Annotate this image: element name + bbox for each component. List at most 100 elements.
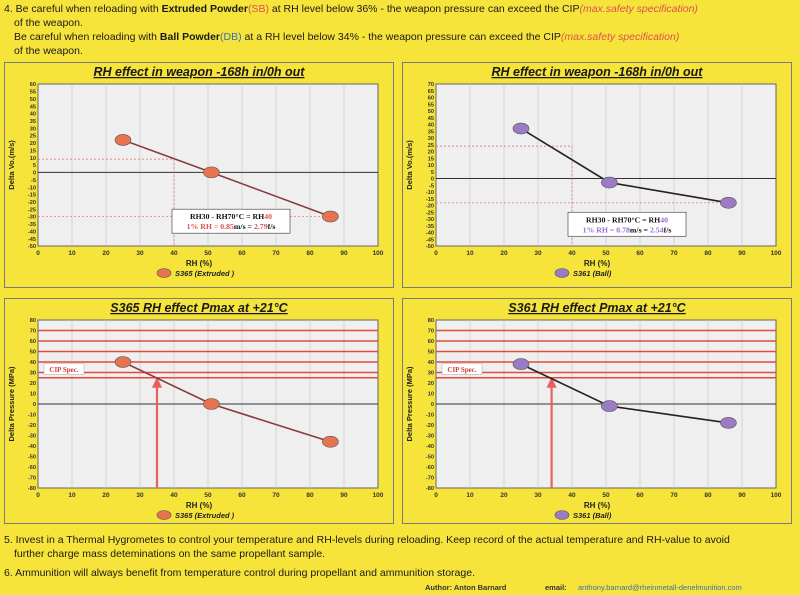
x-tick-label: 0 bbox=[36, 250, 40, 257]
annotation-line2-vo-ball: 1% RH = 0.78m/s = 2.54f/s bbox=[583, 225, 672, 234]
author-credit: Author: Anton Barnard bbox=[425, 583, 507, 592]
y-tick-label: 40 bbox=[30, 112, 36, 118]
y-tick-label: 10 bbox=[30, 392, 36, 398]
y-tick-label: -45 bbox=[28, 237, 36, 243]
email-link[interactable]: anthony.barnard@rheinmetall-denelmunitio… bbox=[578, 583, 742, 592]
x-tick-label: 90 bbox=[340, 250, 348, 257]
x-tick-label: 60 bbox=[238, 250, 246, 257]
annotation-rh-text: RH30 - RH70°C = RH bbox=[190, 212, 264, 221]
x-tick-label: 20 bbox=[500, 250, 508, 257]
y-tick-label: -50 bbox=[28, 244, 36, 250]
x-tick-label: 90 bbox=[738, 492, 746, 499]
x-tick-label: 70 bbox=[272, 250, 280, 257]
y-tick-label: 20 bbox=[30, 141, 36, 147]
annotation-fps-unit: f/s bbox=[664, 225, 672, 234]
data-point-pmax-extruded bbox=[114, 356, 132, 368]
y-tick-label: 0 bbox=[431, 177, 434, 183]
data-point-pmax-ball bbox=[720, 417, 737, 429]
y-tick-label: -5 bbox=[429, 183, 434, 189]
annotation-fps-unit: f/s bbox=[268, 222, 276, 231]
y-tick-label: 45 bbox=[428, 116, 434, 122]
y-tick-label: 60 bbox=[30, 339, 36, 345]
note-ball-code: (DB) bbox=[220, 31, 242, 43]
y-tick-label: -10 bbox=[426, 190, 434, 196]
data-point-pmax-ball bbox=[512, 358, 530, 370]
note-ball-mid: at a RH level below 34% - the weapon pre… bbox=[241, 31, 561, 43]
data-point-vo-extruded bbox=[203, 166, 220, 179]
y-tick-label: -40 bbox=[28, 444, 36, 450]
y-tick-label: 40 bbox=[428, 360, 434, 366]
note-4-spec: (max.safety specification) bbox=[579, 3, 698, 15]
chart-panel-pmax-ball: S361 RH effect Pmax at +21°C 0 10 20 30 40 50 6… bbox=[402, 298, 792, 524]
annotation-pct: 1% RH = bbox=[583, 225, 617, 234]
cip-label-pmax-extruded: CIP Spec. bbox=[49, 366, 78, 374]
x-tick-label: 50 bbox=[602, 492, 610, 499]
x-tick-label: 0 bbox=[434, 492, 438, 499]
y-tick-label: 25 bbox=[428, 143, 434, 149]
chart-svg-vo-ball: RH effect in weapon -168h in/0h out 0 10 20… bbox=[402, 62, 792, 288]
y-tick-label: 30 bbox=[30, 371, 36, 377]
x-tick-label: 20 bbox=[102, 250, 110, 257]
x-tick-label: 80 bbox=[306, 492, 314, 499]
y-tick-label: -5 bbox=[31, 178, 36, 184]
y-tick-label: 50 bbox=[30, 97, 36, 103]
y-tick-label: -80 bbox=[28, 486, 36, 492]
y-tick-label: 60 bbox=[428, 339, 434, 345]
note-5-line1: 5. Invest in a Thermal Hygrometes to con… bbox=[4, 534, 730, 546]
x-tick-label: 90 bbox=[340, 492, 348, 499]
y-tick-label: -15 bbox=[426, 197, 434, 203]
x-tick-label: 40 bbox=[568, 492, 576, 499]
legend-marker-pmax-ball bbox=[554, 510, 570, 520]
note-4-line2: of the weapon. bbox=[14, 17, 83, 29]
annotation-line1-vo-extruded: RH30 - RH70°C = RH40 bbox=[190, 212, 272, 221]
y-tick-label: -35 bbox=[426, 224, 434, 230]
y-tick-label: -20 bbox=[28, 423, 36, 429]
legend-label-vo-ball: S361 (Ball) bbox=[573, 269, 612, 278]
y-tick-label: -30 bbox=[426, 217, 434, 223]
x-tick-label: 10 bbox=[466, 250, 474, 257]
y-tick-label: -70 bbox=[426, 476, 434, 482]
y-tick-label: -20 bbox=[426, 204, 434, 210]
note-4-code: (SB) bbox=[247, 3, 269, 15]
y-axis-label-vo-extruded: Delta Vo.(m/s) bbox=[7, 140, 16, 190]
x-tick-label: 10 bbox=[68, 492, 76, 499]
annotation-rh40: 40 bbox=[264, 212, 272, 221]
x-axis-label-vo-extruded: RH (%) bbox=[186, 259, 213, 268]
email-label: email: bbox=[545, 583, 567, 592]
y-tick-label: 20 bbox=[428, 381, 434, 387]
y-tick-label: 0 bbox=[33, 171, 36, 177]
x-axis-label-pmax-ball: RH (%) bbox=[584, 501, 611, 510]
y-tick-label: -30 bbox=[426, 434, 434, 440]
x-tick-label: 80 bbox=[704, 250, 712, 257]
note-4-mid: at RH level below 36% - the weapon press… bbox=[268, 3, 580, 15]
annotation-coef: 0.85 bbox=[220, 222, 234, 231]
y-tick-label: -20 bbox=[28, 200, 36, 206]
note-ball-powder: Ball Powder bbox=[159, 31, 221, 43]
y-tick-label: -60 bbox=[28, 465, 36, 471]
chart-panel-pmax-extruded: S365 RH effect Pmax at +21°C 0 10 20 30 40 50 6… bbox=[4, 298, 394, 524]
legend-label-pmax-extruded: S365 (Extruded ) bbox=[175, 511, 235, 520]
y-tick-label: 10 bbox=[30, 156, 36, 162]
x-tick-label: 60 bbox=[238, 492, 246, 499]
x-tick-label: 30 bbox=[136, 492, 144, 499]
y-tick-label: -80 bbox=[426, 486, 434, 492]
y-tick-label: 80 bbox=[30, 318, 36, 324]
cip-arrow-head-pmax-extruded bbox=[152, 376, 162, 388]
legend-marker-vo-ball bbox=[554, 268, 570, 278]
y-tick-label: 15 bbox=[30, 148, 36, 154]
chart-title-vo-extruded: RH effect in weapon -168h in/0h out bbox=[94, 65, 306, 79]
cip-label-box-pmax-ball bbox=[441, 363, 483, 375]
y-tick-label: -50 bbox=[426, 455, 434, 461]
x-tick-label: 100 bbox=[771, 250, 782, 257]
y-tick-label: 10 bbox=[428, 392, 434, 398]
x-tick-label: 100 bbox=[373, 492, 384, 499]
y-tick-label: 20 bbox=[428, 150, 434, 156]
x-tick-label: 30 bbox=[534, 250, 542, 257]
y-tick-label: 80 bbox=[428, 318, 434, 324]
annotation-fps: 2.79 bbox=[254, 222, 268, 231]
x-tick-label: 100 bbox=[373, 250, 384, 257]
x-tick-label: 20 bbox=[102, 492, 110, 499]
x-tick-label: 50 bbox=[204, 250, 212, 257]
x-tick-label: 10 bbox=[466, 492, 474, 499]
annotation-pct: 1% RH = bbox=[187, 222, 221, 231]
